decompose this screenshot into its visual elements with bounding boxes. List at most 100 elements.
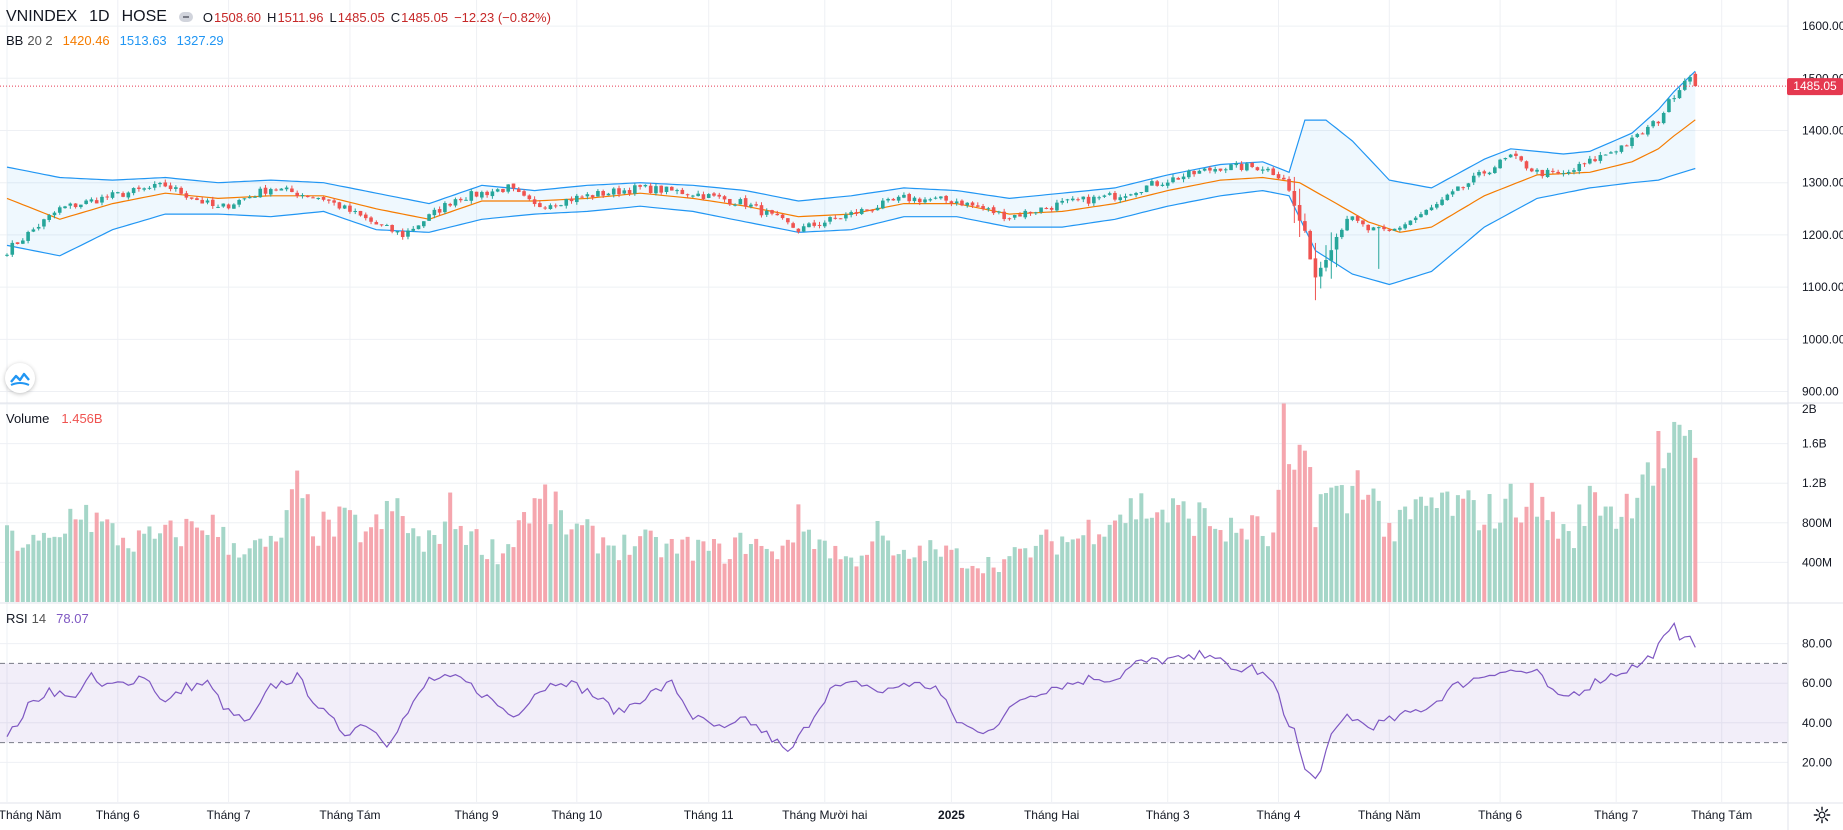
candle-body (1345, 218, 1349, 231)
volume-bar (1324, 493, 1328, 602)
candle-body (458, 198, 463, 201)
volume-bar (1308, 467, 1313, 602)
volume-pane[interactable] (5, 402, 1698, 602)
rsi-axis[interactable]: 20.00 40.00 60.00 80.00 (1802, 637, 1832, 770)
exchange-label[interactable]: HOSE (121, 8, 167, 25)
volume-tick-label: 400M (1802, 555, 1832, 569)
volume-bar (875, 520, 880, 602)
volume-bar (1408, 519, 1413, 602)
candle-body (1677, 90, 1682, 99)
rsi-pane[interactable] (0, 621, 1788, 780)
volume-bar (369, 527, 374, 602)
bb-legend[interactable]: BB 20 2 1420.46 1513.63 1327.29 (6, 33, 230, 48)
candle-body (886, 198, 890, 201)
candle-body (416, 225, 421, 230)
candle-body (1144, 185, 1149, 193)
volume-bar (268, 535, 273, 602)
volume-legend[interactable]: Volume 1.456B (6, 411, 109, 426)
tradingview-logo[interactable] (5, 363, 35, 393)
candle-body (1619, 145, 1624, 152)
volume-bar (358, 542, 363, 602)
volume-bar (89, 531, 94, 602)
volume-bar (907, 558, 912, 602)
volume-bar (1091, 544, 1096, 602)
symbol-name[interactable]: VNINDEX (6, 8, 78, 25)
candle-body (279, 188, 284, 191)
rsi-legend[interactable]: RSI 14 78.07 (6, 611, 95, 626)
candle-body (527, 195, 532, 200)
candle-body (432, 209, 437, 216)
volume-bar (553, 491, 558, 602)
candle-body (137, 187, 141, 189)
volume-bar (1614, 528, 1619, 602)
volume-bar (1672, 421, 1677, 602)
candle-body (865, 209, 869, 211)
volume-bar (727, 559, 732, 602)
bollinger-band-fill (7, 71, 1696, 285)
change-value: −12.23 (−0.82%) (454, 9, 551, 25)
candle-body (232, 204, 236, 209)
price-axis[interactable]: 900.00 1000.00 1100.00 1200.00 1300.00 1400.0… (1802, 19, 1843, 398)
candle-body (152, 183, 157, 188)
volume-bar (817, 539, 822, 602)
volume-bar (1076, 538, 1081, 602)
volume-bar (748, 544, 753, 602)
time-tick-label: Tháng Tám (319, 808, 380, 822)
volume-bar (796, 504, 801, 602)
candle-body (611, 188, 616, 195)
candle-body (538, 203, 542, 208)
time-axis[interactable]: Tháng Năm Tháng 6 Tháng 7 Tháng Tám Tháng 9 T… (0, 808, 1752, 822)
volume-bar (1403, 506, 1408, 602)
candle-body (506, 184, 511, 192)
volume-bar (1556, 538, 1561, 602)
volume-bar (1587, 485, 1592, 602)
volume-bar (221, 526, 226, 602)
volume-bar (115, 545, 120, 602)
candle-body (1276, 174, 1281, 179)
candle-body (728, 198, 732, 205)
volume-bar (1250, 515, 1255, 602)
collapse-legend-button[interactable] (178, 12, 193, 22)
candle-body (1551, 170, 1555, 172)
volume-bar (390, 511, 395, 602)
candle-body (1572, 170, 1576, 172)
candle-body (1376, 227, 1381, 229)
rsi-value: 78.07 (56, 611, 89, 626)
volume-bar (247, 548, 252, 602)
last-price-badge-bg (1787, 78, 1843, 96)
volume-bar (1165, 522, 1170, 602)
volume-bar (1039, 534, 1044, 602)
volume-bar (1155, 512, 1160, 602)
volume-axis[interactable]: 400M 800M 1.2B 1.6B 2B (1802, 402, 1832, 569)
candle-body (1693, 73, 1698, 87)
candle-body (269, 189, 273, 195)
volume-bar (152, 538, 157, 602)
volume-bar (991, 567, 996, 602)
volume-bar (384, 500, 389, 602)
candle-body (1060, 200, 1064, 203)
candle-body (1334, 236, 1339, 250)
volume-bar (57, 537, 62, 602)
candle-body (601, 191, 605, 196)
interval-label[interactable]: 1D (89, 8, 110, 25)
price-pane[interactable] (0, 70, 1788, 301)
volume-bar (1477, 530, 1482, 602)
volume-bar (532, 498, 537, 602)
candle-body (1371, 227, 1376, 231)
candle-body (363, 214, 368, 219)
candle-body (495, 189, 500, 192)
volume-bar (1271, 532, 1276, 602)
volume-bar (659, 557, 664, 602)
volume-name: Volume (6, 411, 50, 426)
volume-bar (1334, 485, 1339, 602)
candle-body (1487, 172, 1492, 175)
volume-bar (168, 520, 173, 602)
volume-bar (1112, 520, 1117, 602)
volume-bar (1313, 527, 1318, 602)
volume-bar (527, 523, 532, 602)
volume-bar (231, 543, 236, 602)
candle-body (1630, 137, 1634, 147)
settings-gear-icon[interactable] (1813, 806, 1831, 824)
